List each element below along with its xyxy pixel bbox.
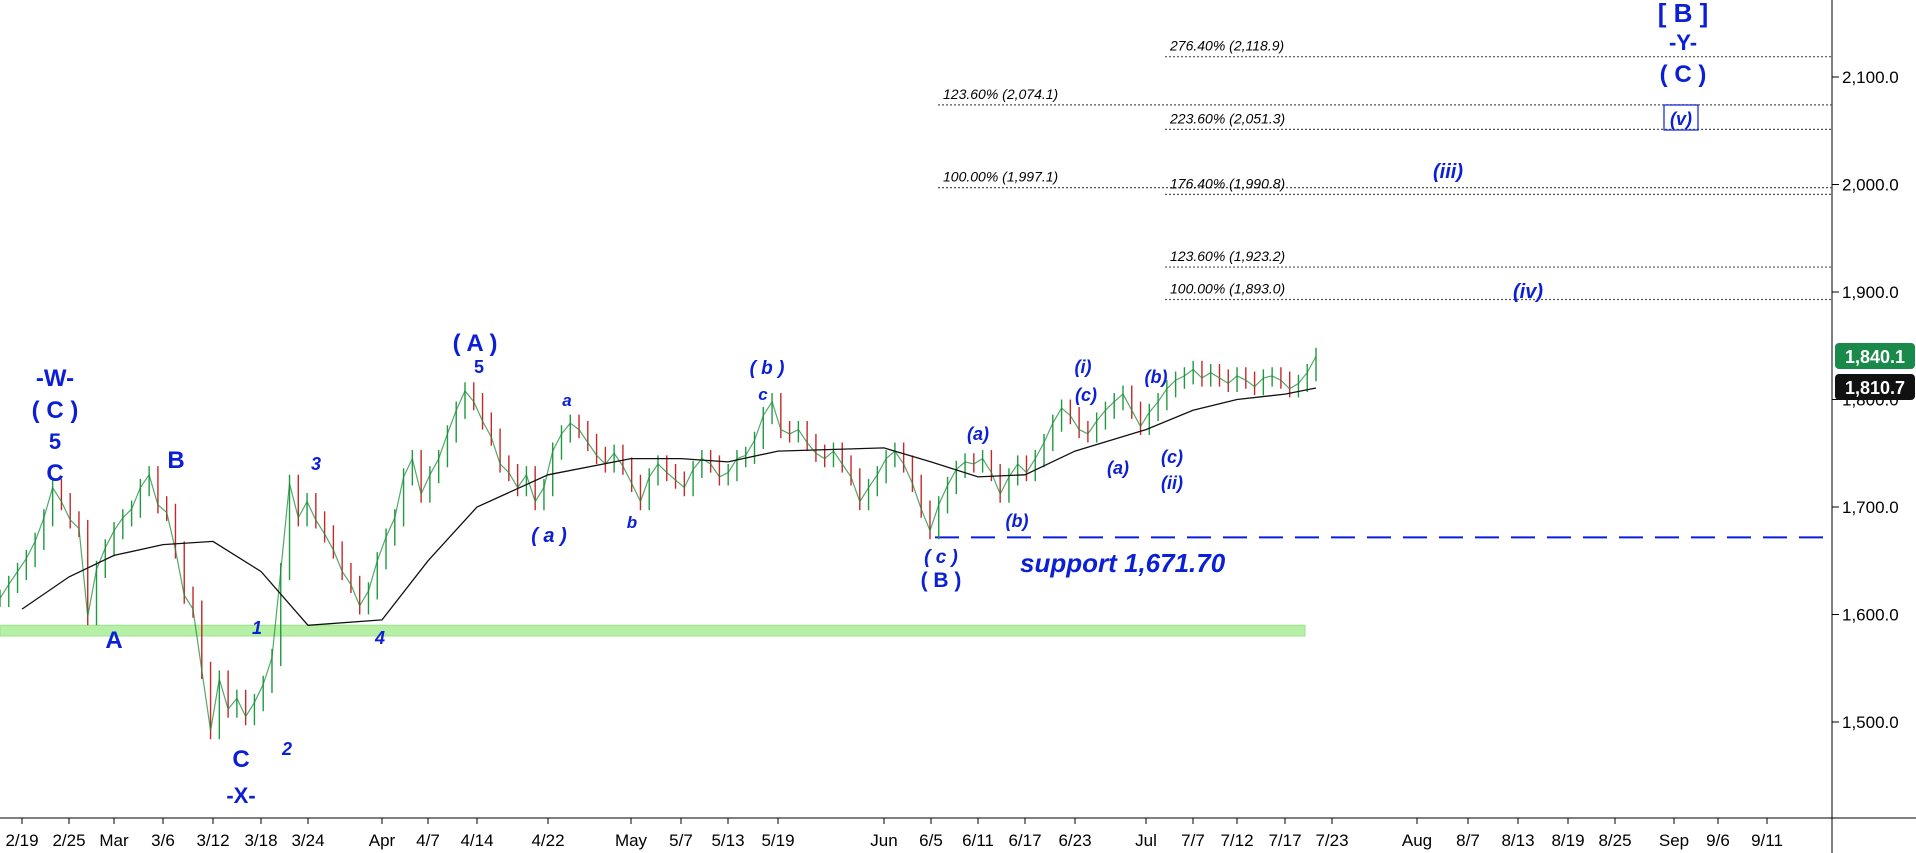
- fib-level-label: 223.60% (2,051.3): [1169, 110, 1285, 126]
- x-tick-label: 7/17: [1268, 831, 1301, 850]
- wave-label: [ B ]: [1658, 0, 1709, 28]
- wave-label: 5: [49, 429, 61, 454]
- x-tick-label: 3/12: [196, 831, 229, 850]
- y-tick-label: 1,700.0: [1842, 498, 1899, 517]
- wave-label: (c): [1161, 447, 1183, 467]
- wave-label: -Y-: [1669, 30, 1697, 55]
- fib-level-label: 100.00% (1,893.0): [1170, 281, 1285, 297]
- fib-level-label: 176.40% (1,990.8): [1170, 175, 1285, 191]
- wave-label: ( B ): [921, 569, 962, 592]
- x-tick-label: 4/7: [416, 831, 440, 850]
- x-tick-label: 6/23: [1058, 831, 1091, 850]
- wave-label: (b): [1145, 367, 1168, 387]
- wave-v-box: [1663, 104, 1699, 131]
- x-tick-label: 8/7: [1456, 831, 1480, 850]
- fib-level-label: 100.00% (1,997.1): [943, 169, 1058, 185]
- ma-price-tag-label: 1,810.7: [1845, 378, 1905, 398]
- fib-level-label: 123.60% (1,923.2): [1170, 248, 1285, 264]
- wave-label: -W-: [36, 365, 74, 392]
- x-tick-label: 6/11: [962, 831, 994, 850]
- wave-label: ( C ): [1660, 61, 1707, 88]
- x-tick-label: Sep: [1659, 831, 1689, 850]
- x-tick-label: 7/7: [1181, 831, 1205, 850]
- ma-price-tag-box: [1835, 374, 1915, 400]
- wave-label: a: [562, 391, 571, 410]
- y-tick-label: 2,100.0: [1842, 68, 1899, 87]
- wave-label: (b): [1006, 511, 1029, 531]
- x-tick-label: 8/19: [1551, 831, 1584, 850]
- x-tick-label: 8/25: [1598, 831, 1631, 850]
- wave-label: (a): [967, 424, 989, 444]
- wave-label: 4: [374, 628, 385, 648]
- x-tick-label: Mar: [99, 831, 129, 850]
- x-tick-label: 3/18: [244, 831, 277, 850]
- wave-label: (a): [1107, 458, 1129, 478]
- price-line: [0, 356, 1317, 731]
- y-tick-label: 2,000.0: [1842, 176, 1899, 195]
- x-tick-label: 5/13: [711, 831, 744, 850]
- support-zone: [0, 624, 1306, 637]
- x-tick-label: Aug: [1402, 831, 1432, 850]
- x-tick-label: 6/5: [919, 831, 943, 850]
- x-tick-label: Jun: [870, 831, 897, 850]
- wave-label: (i): [1075, 357, 1092, 377]
- fib-level-label: 276.40% (2,118.9): [1169, 38, 1284, 54]
- x-tick-label: 8/13: [1501, 831, 1534, 850]
- wave-label: b: [627, 513, 637, 532]
- support-label: support 1,671.70: [1020, 548, 1226, 578]
- x-tick-label: 7/23: [1315, 831, 1348, 850]
- x-tick-label: 3/6: [151, 831, 175, 850]
- wave-label: B: [167, 447, 184, 474]
- x-tick-label: 9/6: [1706, 831, 1730, 850]
- last-price-tag-label: 1,840.1: [1845, 347, 1905, 367]
- x-tick-label: 3/24: [291, 831, 324, 850]
- wave-label: C: [46, 460, 63, 487]
- wave-label: (ii): [1161, 473, 1183, 493]
- wave-label: (iii): [1433, 161, 1463, 183]
- x-tick-label: 5/19: [761, 831, 794, 850]
- wave-label: 2: [281, 739, 292, 759]
- wave-label: 1: [252, 618, 262, 638]
- x-tick-label: Apr: [369, 831, 396, 850]
- x-tick-label: 5/7: [669, 831, 693, 850]
- y-tick-label: 1,500.0: [1842, 713, 1899, 732]
- wave-label: ( a ): [531, 525, 567, 547]
- x-tick-label: 7/12: [1220, 831, 1253, 850]
- wave-label: ( c ): [924, 547, 958, 568]
- fib-level-label: 123.60% (2,074.1): [943, 86, 1058, 102]
- wave-label: ( C ): [32, 397, 79, 424]
- moving-average-line: [21, 387, 1317, 626]
- wave-label: ( A ): [453, 330, 498, 357]
- x-tick-label: 2/25: [52, 831, 85, 850]
- wave-label: 5: [474, 357, 484, 377]
- x-tick-label: May: [615, 831, 648, 850]
- y-tick-label: 1,900.0: [1842, 283, 1899, 302]
- x-tick-label: 2/19: [5, 831, 38, 850]
- x-tick-label: 6/17: [1008, 831, 1041, 850]
- wave-label: (iv): [1513, 281, 1543, 303]
- wave-label: 3: [311, 454, 321, 474]
- x-tick-label: 9/11: [1751, 831, 1783, 850]
- wave-label: ( b ): [750, 358, 785, 379]
- wave-label: (v): [1670, 109, 1692, 129]
- wave-label: A: [105, 627, 122, 654]
- wave-label: C: [232, 746, 249, 773]
- wave-label: c: [758, 385, 768, 404]
- y-tick-label: 1,600.0: [1842, 606, 1899, 625]
- x-tick-label: 4/14: [460, 831, 493, 850]
- x-tick-label: Jul: [1135, 831, 1157, 850]
- last-price-tag-box: [1835, 343, 1915, 369]
- wave-label: (c): [1075, 385, 1097, 405]
- wave-label: -X-: [226, 783, 255, 808]
- x-tick-label: 4/22: [531, 831, 564, 850]
